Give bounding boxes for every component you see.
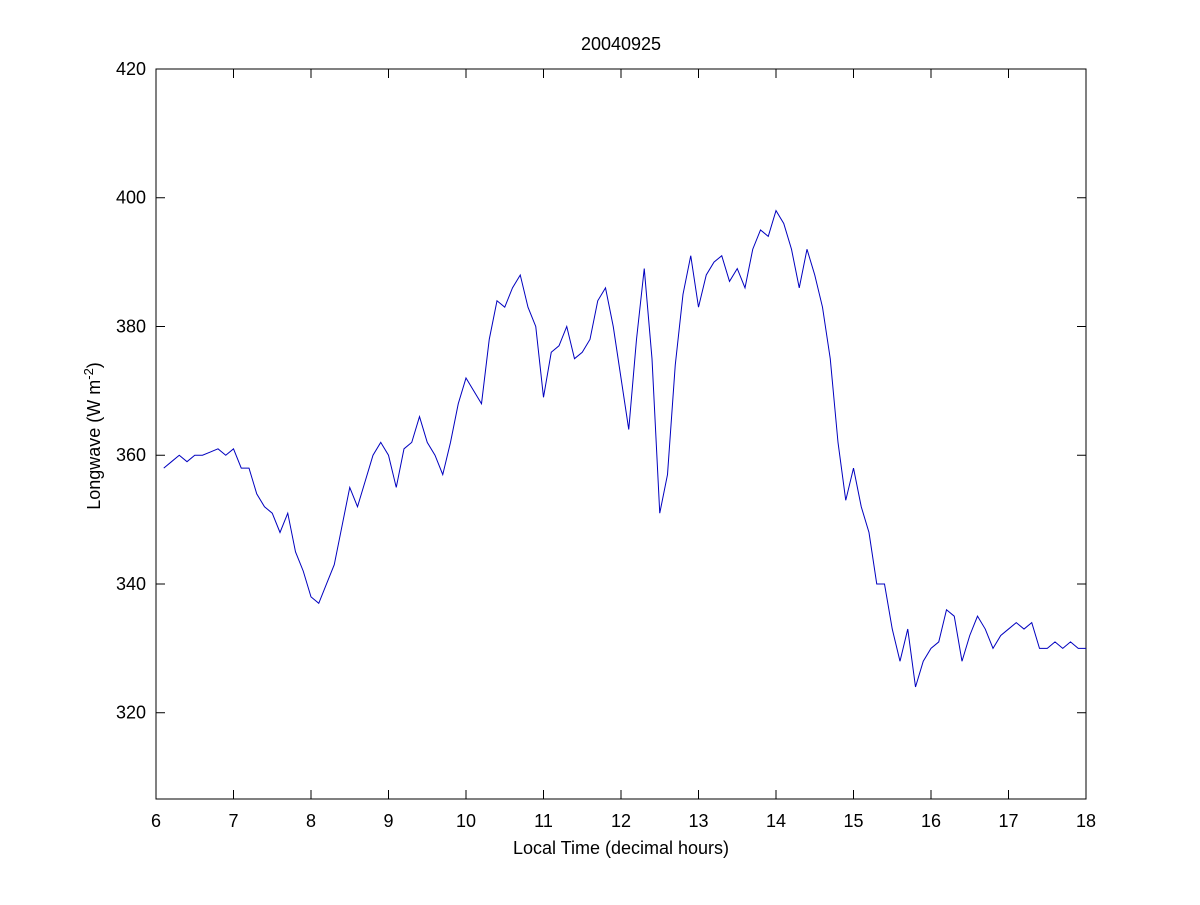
x-tick-label: 7 <box>228 811 238 831</box>
x-tick-label: 11 <box>534 811 553 831</box>
y-tick-label: 340 <box>116 574 146 594</box>
x-tick-label: 6 <box>151 811 161 831</box>
y-label-suffix: ) <box>84 362 104 368</box>
y-axis-label: Longwave (W m-2) <box>81 362 104 510</box>
x-tick-label: 16 <box>921 811 941 831</box>
y-label-sup: -2 <box>81 368 96 380</box>
x-tick-label: 9 <box>383 811 393 831</box>
x-tick-label: 15 <box>843 811 863 831</box>
y-tick-label: 420 <box>116 59 146 79</box>
x-axis-label: Local Time (decimal hours) <box>513 838 729 858</box>
x-tick-label: 14 <box>766 811 786 831</box>
x-tick-label: 8 <box>306 811 316 831</box>
y-tick-label: 360 <box>116 445 146 465</box>
chart-title: 20040925 <box>581 34 661 54</box>
x-tick-label: 12 <box>611 811 631 831</box>
x-tick-label: 18 <box>1076 811 1096 831</box>
x-tick-label: 13 <box>688 811 708 831</box>
y-label-text: Longwave (W m <box>84 380 104 510</box>
y-tick-label: 320 <box>116 703 146 723</box>
y-tick-label: 400 <box>116 188 146 208</box>
data-line <box>163 209 1086 688</box>
y-tick-label: 380 <box>116 316 146 336</box>
x-tick-label: 10 <box>456 811 476 831</box>
x-tick-label: 17 <box>998 811 1018 831</box>
